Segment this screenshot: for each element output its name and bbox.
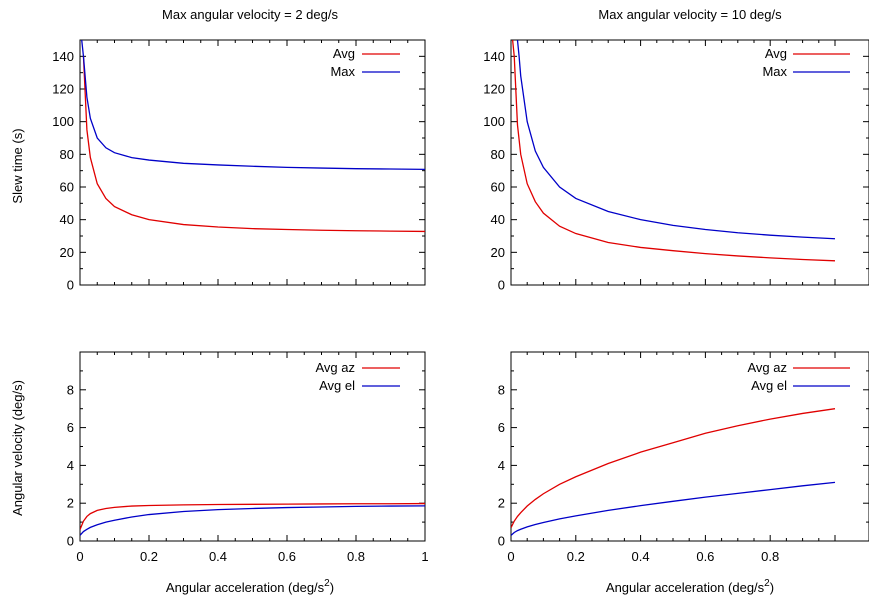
x-tick-label: 0	[507, 549, 514, 564]
series-line-avg	[511, 40, 836, 262]
series-line-avg-el	[511, 481, 836, 536]
x-axis-label: Angular acceleration (deg/s2)	[166, 578, 334, 595]
y-tick-label: 60	[60, 180, 74, 195]
series-group	[80, 502, 425, 536]
y-tick-label: 4	[67, 458, 74, 473]
x-tick-label: 0.2	[567, 549, 585, 564]
y-tick-label: 0	[498, 534, 505, 549]
x-axis-label: Angular acceleration (deg/s2)	[606, 578, 774, 595]
plot-frame	[510, 39, 869, 286]
panel-slew-time-2degs: Max angular velocity = 2 deg/s Slew time…	[10, 7, 426, 293]
y-tick-label: 80	[60, 147, 74, 162]
legend-label-avg: Avg	[765, 46, 787, 61]
legend: Avg az Avg el	[747, 360, 850, 393]
y-tick-label: 8	[498, 382, 505, 397]
series-group	[511, 40, 836, 262]
panel-angular-velocity-2degs: Angular velocity (deg/s) 0 2 4 6 8 0 0.2 0.4 0.6…	[10, 351, 429, 595]
axis-ticks: 0 20 40 60 80 100 120 140	[52, 40, 426, 293]
y-tick-label: 0	[67, 534, 74, 549]
y-tick-label: 60	[491, 180, 505, 195]
x-tick-label: 0.8	[761, 549, 779, 564]
y-tick-label: 100	[483, 114, 505, 129]
series-line-max	[516, 40, 836, 240]
legend-label-avg-el: Avg el	[319, 378, 355, 393]
plot-frame	[510, 351, 869, 542]
series-line-avg	[82, 56, 425, 233]
y-tick-label: 2	[67, 496, 74, 511]
y-tick-label: 140	[52, 49, 74, 64]
plot-frame	[79, 39, 426, 286]
series-line-avg-el	[80, 505, 425, 536]
series-group	[81, 40, 425, 233]
y-tick-label: 4	[498, 458, 505, 473]
x-tick-label: 0.6	[278, 549, 296, 564]
y-tick-label: 120	[52, 82, 74, 97]
y-tick-label: 100	[52, 114, 74, 129]
x-tick-label: 0.4	[632, 549, 650, 564]
panel-slew-time-10degs: Max angular velocity = 10 deg/s 0 20 40 60 8…	[483, 7, 869, 293]
series-group	[511, 408, 836, 536]
y-tick-label: 6	[498, 420, 505, 435]
y-tick-label: 20	[491, 245, 505, 260]
y-tick-label: 2	[498, 496, 505, 511]
x-tick-label: 0.2	[140, 549, 158, 564]
legend-label-avg-az: Avg az	[747, 360, 787, 375]
legend-label-max: Max	[330, 64, 355, 79]
y-tick-label: 20	[60, 245, 74, 260]
legend-label-avg: Avg	[333, 46, 355, 61]
panel-angular-velocity-10degs: 0 2 4 6 8 0 0.2 0.4 0.6 0.8 Avg az Avg el Angular…	[498, 351, 869, 595]
panel-title: Max angular velocity = 10 deg/s	[598, 7, 782, 22]
plot-frame	[79, 351, 426, 542]
panel-title: Max angular velocity = 2 deg/s	[162, 7, 338, 22]
x-tick-label: 1	[421, 549, 428, 564]
legend-label-max: Max	[762, 64, 787, 79]
y-axis-label: Slew time (s)	[10, 128, 25, 203]
x-tick-label: 0	[76, 549, 83, 564]
legend: Avg Max	[762, 46, 850, 79]
y-tick-label: 40	[491, 212, 505, 227]
legend: Avg Max	[330, 46, 400, 79]
axis-ticks: 0 2 4 6 8 0 0.2 0.4 0.6 0.8 1	[67, 352, 429, 564]
legend-label-avg-el: Avg el	[751, 378, 787, 393]
y-tick-label: 0	[67, 278, 74, 293]
series-line-avg-az	[80, 502, 425, 530]
y-tick-label: 40	[60, 212, 74, 227]
y-tick-label: 6	[67, 420, 74, 435]
x-tick-label: 0.8	[347, 549, 365, 564]
y-tick-label: 80	[491, 147, 505, 162]
y-tick-label: 140	[483, 49, 505, 64]
x-tick-label: 0.6	[696, 549, 714, 564]
y-tick-label: 120	[483, 82, 505, 97]
legend: Avg az Avg el	[315, 360, 400, 393]
y-tick-label: 0	[498, 278, 505, 293]
series-line-max	[81, 40, 425, 171]
y-axis-label: Angular velocity (deg/s)	[10, 380, 25, 516]
axis-ticks: 0 2 4 6 8 0 0.2 0.4 0.6 0.8	[498, 352, 869, 564]
legend-label-avg-az: Avg az	[315, 360, 355, 375]
x-tick-label: 0.4	[209, 549, 227, 564]
y-tick-label: 8	[67, 382, 74, 397]
series-line-avg-az	[511, 408, 836, 529]
axis-ticks: 0 20 40 60 80 100 120 140	[483, 40, 869, 293]
